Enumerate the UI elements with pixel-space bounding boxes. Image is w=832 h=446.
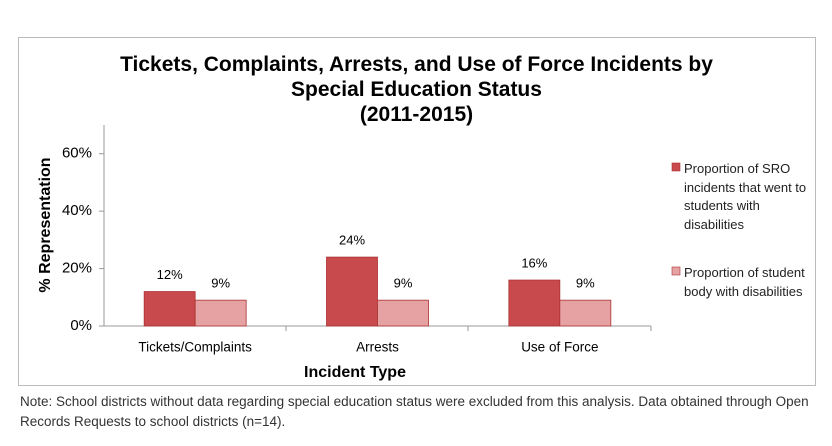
note: Note: School districts without data rega…	[20, 394, 809, 429]
y-tick-label: 60%	[62, 145, 92, 162]
legend-swatch	[671, 266, 681, 276]
value-label: 9%	[394, 276, 413, 291]
bar	[143, 291, 196, 327]
value-label: 9%	[211, 276, 230, 291]
bar	[559, 299, 612, 327]
bar	[508, 279, 561, 327]
bar	[326, 256, 378, 327]
value-label: 12%	[157, 267, 183, 282]
value-label: 16%	[521, 255, 547, 270]
y-tick-label: 20%	[62, 260, 92, 277]
x-tick-label: Tickets/Complaints	[138, 340, 252, 355]
y-axis-title: % Representation	[37, 157, 54, 292]
y-tick-label: 0%	[70, 317, 92, 334]
value-label: 24%	[339, 233, 365, 248]
x-tick-label: Arrests	[356, 340, 399, 355]
chart-title: Tickets, Complaints, Arrests, and Use of…	[120, 53, 713, 101]
title-block: Tickets, Complaints, Arrests, and Use of…	[18, 52, 815, 127]
x-axis-title: Incident Type	[304, 364, 406, 381]
legend-label: Proportion of student body with disabili…	[684, 265, 805, 299]
bar	[377, 299, 429, 327]
value-label: 9%	[576, 276, 595, 291]
chart-frame	[18, 37, 816, 386]
x-tick-label: Use of Force	[521, 340, 598, 355]
bar	[194, 299, 247, 327]
legend-swatch	[671, 162, 681, 172]
y-tick-label: 40%	[62, 202, 92, 219]
chart-subtitle: (2011-2015)	[359, 103, 474, 126]
legend-label: Proportion of SRO incidents that went to…	[684, 161, 807, 232]
